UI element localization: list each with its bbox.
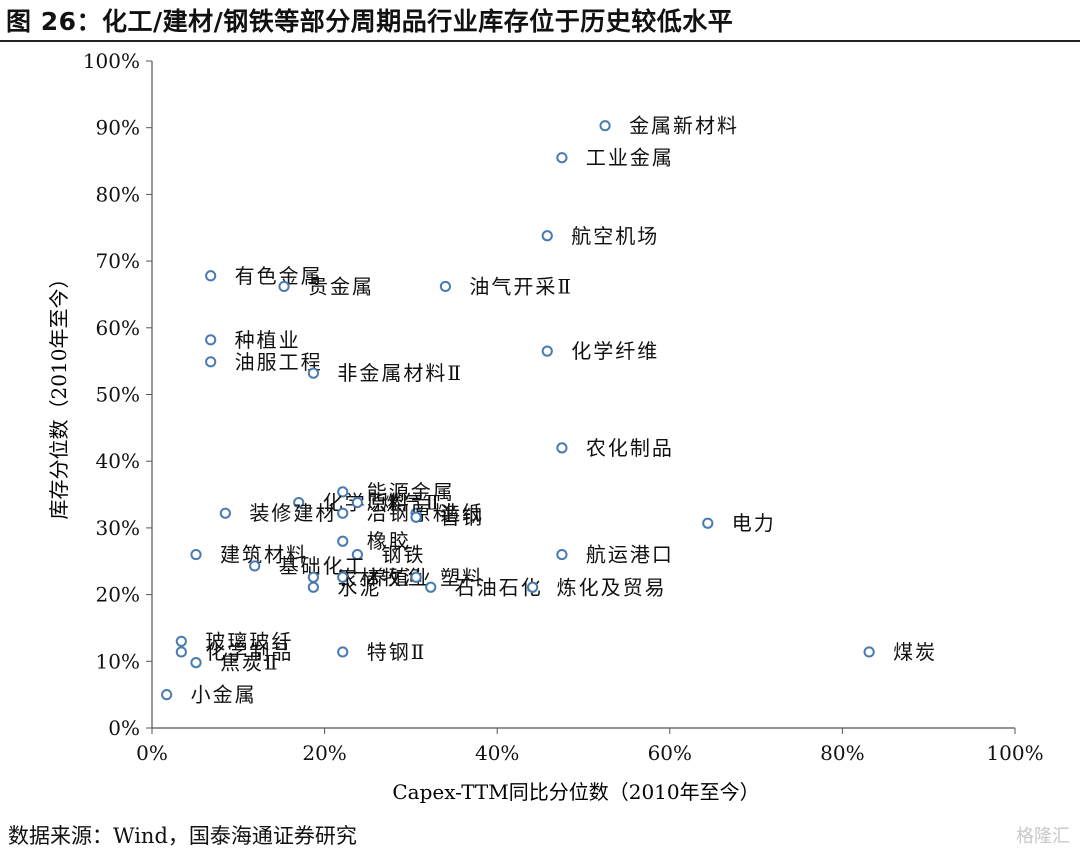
y-tick-label: 30% — [96, 516, 140, 540]
data-point — [337, 646, 349, 658]
data-point-label: 焦炭Ⅱ — [220, 651, 280, 675]
data-point — [526, 581, 539, 593]
data-point-label: 橡胶 — [367, 529, 411, 553]
data-point-label: 燃气Ⅱ — [381, 491, 441, 515]
data-point — [337, 535, 349, 547]
data-point-label: 化学纤维 — [571, 339, 659, 363]
chart-title: 图 26：化工/建材/钢铁等部分周期品行业库存位于历史较低水平 — [6, 7, 734, 36]
data-point-label: 石油石化 — [455, 575, 543, 599]
x-tick-label: 20% — [302, 741, 346, 765]
data-point — [337, 571, 349, 583]
y-tick-label: 90% — [96, 116, 140, 140]
x-tick-label: 40% — [475, 741, 519, 765]
scatter-chart: 0% 10% 20% 30% 40% 50% 60% 70% 80% 90% 100% 0% 20% 40… — [47, 49, 1044, 804]
data-point — [541, 345, 553, 357]
data-point-label: 有色金属 — [235, 264, 323, 288]
data-point — [410, 511, 422, 523]
data-point-label: 煤炭 — [893, 640, 937, 664]
y-axis-label: 库存分位数（2010年至今） — [47, 269, 71, 520]
data-point — [599, 120, 611, 132]
data-point — [175, 635, 187, 647]
y-tick-label: 20% — [96, 583, 140, 607]
axes: 0% 10% 20% 30% 40% 50% 60% 70% 80% 90% 100% 0% 20% 40… — [83, 49, 1044, 765]
x-tick-label: 100% — [986, 741, 1043, 765]
y-tick-label: 50% — [96, 383, 140, 407]
data-point-label: 航运港口 — [586, 543, 674, 567]
data-point — [351, 548, 363, 561]
data-point — [307, 581, 319, 593]
data-point — [161, 689, 173, 701]
data-point — [278, 280, 290, 293]
data-point-label: 非金属材料Ⅱ — [337, 361, 463, 385]
data-point — [175, 646, 187, 658]
title-divider — [0, 40, 1080, 42]
data-point — [439, 280, 452, 293]
data-point — [556, 152, 568, 164]
data-source-note: 数据来源：Wind，国泰海通证券研究 — [8, 824, 357, 848]
data-point — [337, 486, 349, 498]
data-point-label: 玻璃玻纤 — [205, 629, 293, 653]
y-tick-label: 10% — [96, 649, 140, 673]
data-point-label: 贵金属 — [308, 274, 374, 298]
data-point — [425, 581, 437, 593]
x-axis-label: Capex-TTM同比分位数（2010年至今） — [392, 780, 759, 804]
data-point — [293, 496, 305, 509]
data-point — [351, 496, 363, 509]
data-point-label: 农林牧渔 — [337, 565, 425, 589]
data-point — [337, 507, 349, 519]
data-point-label: 水泥 — [337, 575, 381, 599]
data-point — [190, 548, 202, 561]
data-point-label: 基础化工 — [279, 554, 367, 578]
data-point — [249, 560, 261, 572]
x-tick-label: 60% — [648, 741, 692, 765]
data-point-label: 种植业 — [235, 328, 301, 352]
y-tick-label: 40% — [96, 449, 140, 473]
data-point-label: 装修建材 — [249, 501, 337, 525]
data-point — [863, 646, 875, 658]
data-point-label: 特钢Ⅱ — [367, 640, 427, 664]
data-point — [556, 442, 568, 454]
data-point — [190, 657, 202, 669]
data-point-label: 工业金属 — [586, 146, 674, 170]
y-tick-label: 100% — [83, 49, 140, 73]
y-tick-label: 80% — [96, 182, 140, 206]
data-point-label: 油服工程 — [235, 350, 323, 374]
data-point — [205, 270, 217, 282]
data-point-label: 农化制品 — [586, 436, 674, 460]
data-point-label: 油气开采Ⅱ — [469, 274, 573, 298]
data-point-label: 普钢 — [440, 505, 484, 529]
data-point-label: 电力 — [732, 511, 776, 535]
data-point-label: 造纸 — [440, 501, 484, 525]
data-point — [307, 367, 319, 379]
data-point — [556, 548, 568, 561]
x-tick-label: 0% — [136, 741, 168, 765]
data-point — [205, 356, 217, 368]
y-tick-label: 70% — [96, 249, 140, 273]
data-point — [410, 571, 422, 583]
data-point-label: 小金属 — [191, 683, 257, 707]
data-point — [205, 334, 217, 346]
y-tick-label: 60% — [96, 316, 140, 340]
data-point-label: 化学制品 — [205, 640, 293, 664]
data-point-label: 建筑材料 — [220, 543, 308, 567]
watermark-logo: 格隆汇 — [1016, 826, 1070, 847]
data-point-label: 航空机场 — [571, 224, 659, 248]
data-point-label: 炼化及贸易 — [557, 575, 667, 599]
data-point — [702, 517, 714, 529]
data-point — [307, 571, 319, 583]
data-point-label: 金属新材料 — [629, 114, 739, 138]
y-tick-label: 0% — [108, 716, 140, 740]
data-point-label: 冶钢原料 — [367, 501, 455, 525]
data-point-label: 能源金属 — [367, 480, 455, 504]
x-tick-label: 80% — [820, 741, 864, 765]
data-point — [219, 507, 231, 519]
data-point-label: 塑料 — [440, 565, 484, 589]
data-point-label: 钢铁 — [381, 543, 425, 567]
data-point — [541, 230, 553, 242]
